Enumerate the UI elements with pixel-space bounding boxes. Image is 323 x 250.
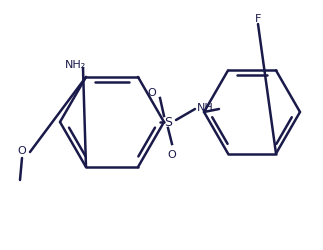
Text: NH: NH (197, 102, 214, 113)
Text: O: O (18, 146, 26, 156)
Text: NH₂: NH₂ (64, 60, 86, 70)
Text: S: S (164, 116, 172, 129)
Text: F: F (255, 14, 261, 24)
Text: O: O (148, 88, 156, 98)
Text: O: O (168, 150, 176, 159)
